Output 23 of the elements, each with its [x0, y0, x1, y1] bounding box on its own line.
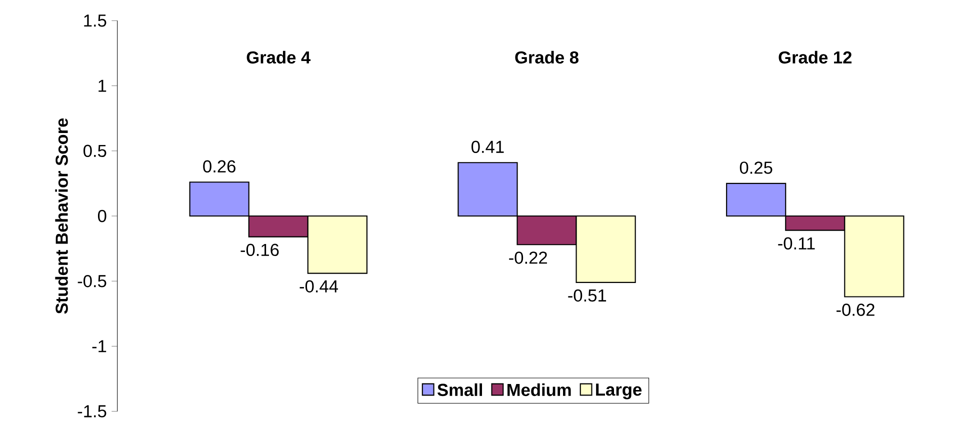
legend-label: Small — [437, 383, 482, 396]
data-label: 0.25 — [740, 162, 772, 174]
data-label: -0.16 — [240, 244, 279, 256]
data-label: -0.62 — [836, 304, 874, 316]
y-axis-title: Student Behavior Score — [55, 118, 68, 314]
data-label: 0.41 — [472, 140, 504, 154]
y-tick-label: 1.5 — [84, 14, 106, 27]
y-tick-label: 0.5 — [84, 144, 106, 158]
y-tick-label: -1 — [92, 340, 106, 352]
y-tick-label: -1.5 — [78, 405, 106, 418]
data-label: -0.11 — [778, 237, 815, 250]
data-label: 0.26 — [203, 160, 236, 173]
x-tick-label: Grade 8 — [515, 50, 578, 64]
y-tick-label: -0.5 — [78, 274, 106, 288]
x-tick-label: Grade 4 — [246, 50, 311, 64]
data-label: -0.22 — [509, 252, 547, 264]
y-tick-label: 1 — [98, 80, 106, 92]
data-label: -0.44 — [300, 280, 338, 293]
legend-label: Large — [596, 384, 642, 400]
data-label: -0.51 — [568, 289, 606, 302]
x-tick-label: Grade 12 — [778, 50, 852, 64]
y-tick-label: 0 — [98, 210, 106, 222]
legend-label: Medium — [507, 383, 571, 396]
